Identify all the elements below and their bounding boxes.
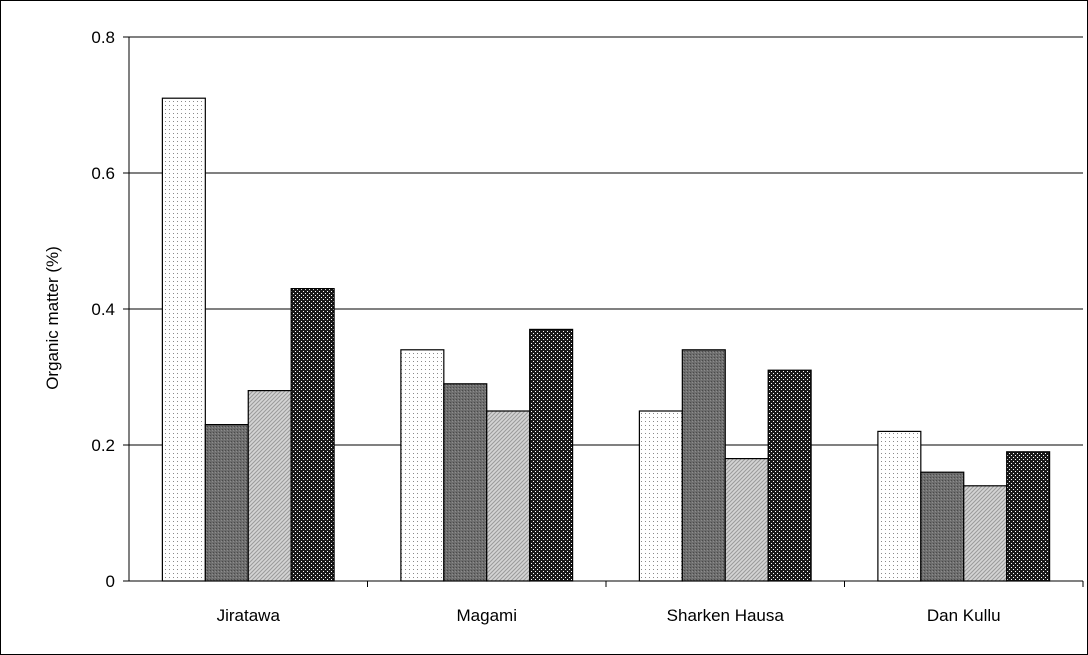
bar-dan-kullu-4 [1006, 451, 1051, 582]
bar-sharken-hausa-2 [681, 349, 726, 582]
bar-sharken-hausa-1 [638, 410, 683, 582]
bar-dan-kullu-1 [877, 430, 922, 582]
x-category-label: Magami [457, 606, 517, 625]
bar-sharken-hausa-4 [767, 369, 812, 582]
bar-magami-4 [529, 328, 574, 582]
bar-magami-1 [400, 349, 445, 582]
bar-dan-kullu-2 [920, 471, 965, 582]
y-axis-label: Organic matter (%) [43, 246, 62, 390]
bar-sharken-hausa-3 [724, 458, 769, 582]
y-tick-label: 0.2 [91, 436, 115, 455]
x-category-label: Sharken Hausa [667, 606, 785, 625]
y-tick-label: 0.8 [91, 28, 115, 47]
bar-jiratawa-1 [161, 97, 206, 582]
bar-jiratawa-4 [290, 288, 335, 582]
x-category-label: Dan Kullu [927, 606, 1001, 625]
bar-magami-2 [443, 383, 488, 582]
category-labels: Jiratawa Magami Sharken Hausa Dan Kullu [217, 606, 1001, 625]
tick-labels: 0 0.2 0.4 0.6 0.8 [91, 28, 115, 591]
y-tick-label: 0.4 [91, 300, 115, 319]
y-tick-label: 0.6 [91, 164, 115, 183]
x-category-label: Jiratawa [217, 606, 281, 625]
bar-jiratawa-3 [247, 390, 292, 582]
bar-dan-kullu-3 [963, 485, 1008, 582]
plot-area: 0 0.2 0.4 0.6 0.8 Jiratawa Magami Sharken Haus… [91, 28, 1084, 625]
y-tick-label: 0 [106, 572, 115, 591]
bar-magami-3 [486, 410, 531, 582]
bar-jiratawa-2 [204, 424, 249, 582]
axes [123, 36, 1084, 587]
